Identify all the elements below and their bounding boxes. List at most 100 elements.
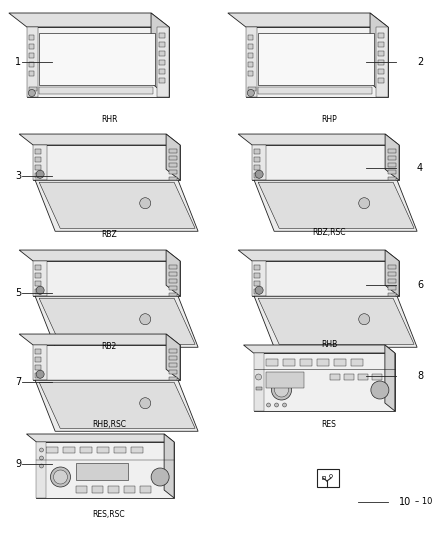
Text: – 10: – 10	[415, 497, 432, 506]
Bar	[159, 33, 165, 38]
Bar	[388, 156, 396, 160]
Text: 3: 3	[15, 171, 21, 181]
Bar	[81, 447, 92, 453]
Polygon shape	[385, 345, 395, 411]
Polygon shape	[258, 298, 414, 344]
Bar	[378, 60, 384, 65]
Polygon shape	[33, 261, 47, 296]
Bar	[35, 349, 41, 354]
Bar	[388, 293, 396, 297]
Polygon shape	[246, 27, 257, 97]
Bar	[169, 293, 177, 297]
Bar	[333, 359, 346, 366]
Text: RBZ: RBZ	[101, 230, 117, 239]
Polygon shape	[33, 261, 180, 296]
Polygon shape	[35, 296, 198, 348]
Polygon shape	[166, 134, 180, 180]
Polygon shape	[238, 134, 399, 145]
Polygon shape	[36, 442, 46, 498]
Bar	[317, 359, 328, 366]
Bar	[378, 51, 384, 56]
Polygon shape	[39, 382, 195, 429]
Bar	[254, 265, 260, 270]
Circle shape	[39, 448, 43, 452]
Polygon shape	[254, 180, 417, 231]
Bar	[254, 289, 260, 294]
Bar	[35, 373, 41, 378]
Text: 2: 2	[417, 57, 423, 67]
Polygon shape	[252, 145, 399, 180]
Polygon shape	[370, 13, 388, 97]
Text: RHB,RSC: RHB,RSC	[92, 420, 126, 429]
Polygon shape	[35, 180, 198, 231]
Bar	[378, 69, 384, 74]
Polygon shape	[33, 345, 180, 380]
Bar	[35, 289, 41, 294]
Bar	[159, 78, 165, 83]
Bar	[254, 165, 260, 170]
Polygon shape	[254, 296, 417, 348]
Bar	[169, 156, 177, 160]
Circle shape	[36, 286, 44, 294]
Circle shape	[140, 314, 151, 325]
Bar	[169, 349, 177, 353]
Circle shape	[140, 398, 151, 409]
Polygon shape	[252, 261, 266, 296]
Bar	[254, 173, 260, 178]
Bar	[169, 363, 177, 367]
Polygon shape	[385, 250, 399, 296]
Bar	[46, 447, 59, 453]
Bar	[35, 173, 41, 178]
Bar	[29, 62, 34, 67]
Bar	[322, 476, 325, 479]
Bar	[169, 149, 177, 153]
Bar	[388, 265, 396, 269]
Bar	[39, 87, 153, 94]
Bar	[248, 87, 256, 91]
Polygon shape	[27, 27, 38, 97]
Polygon shape	[254, 353, 395, 411]
Bar	[258, 87, 372, 94]
Polygon shape	[244, 345, 395, 353]
Bar	[350, 359, 363, 366]
Circle shape	[283, 403, 286, 407]
Bar	[378, 42, 384, 47]
Polygon shape	[39, 298, 195, 344]
Bar	[29, 53, 34, 58]
Circle shape	[28, 90, 35, 96]
Circle shape	[39, 464, 43, 468]
Circle shape	[275, 383, 289, 397]
Bar	[254, 149, 260, 154]
Text: RES: RES	[321, 420, 336, 429]
Polygon shape	[238, 250, 399, 261]
Polygon shape	[9, 13, 169, 27]
Bar	[98, 447, 110, 453]
Bar	[388, 170, 396, 174]
Circle shape	[39, 456, 43, 460]
Polygon shape	[157, 27, 169, 97]
Circle shape	[151, 468, 169, 486]
Bar	[248, 44, 253, 49]
Bar	[169, 272, 177, 276]
Bar	[29, 35, 34, 40]
Bar	[114, 447, 127, 453]
Text: 8: 8	[417, 371, 423, 381]
Bar	[254, 157, 260, 162]
Polygon shape	[254, 353, 264, 411]
Polygon shape	[252, 145, 266, 180]
Text: 9: 9	[15, 459, 21, 469]
Polygon shape	[19, 334, 180, 345]
Circle shape	[275, 403, 279, 407]
Polygon shape	[252, 261, 399, 296]
Bar	[159, 69, 165, 74]
Text: 5: 5	[15, 288, 21, 298]
Bar	[169, 356, 177, 360]
Bar	[254, 281, 260, 286]
Bar	[317, 469, 339, 487]
Bar	[265, 359, 278, 366]
Bar	[254, 273, 260, 278]
Circle shape	[247, 90, 254, 96]
Bar	[378, 78, 384, 83]
Bar	[372, 374, 382, 380]
Bar	[109, 486, 120, 493]
